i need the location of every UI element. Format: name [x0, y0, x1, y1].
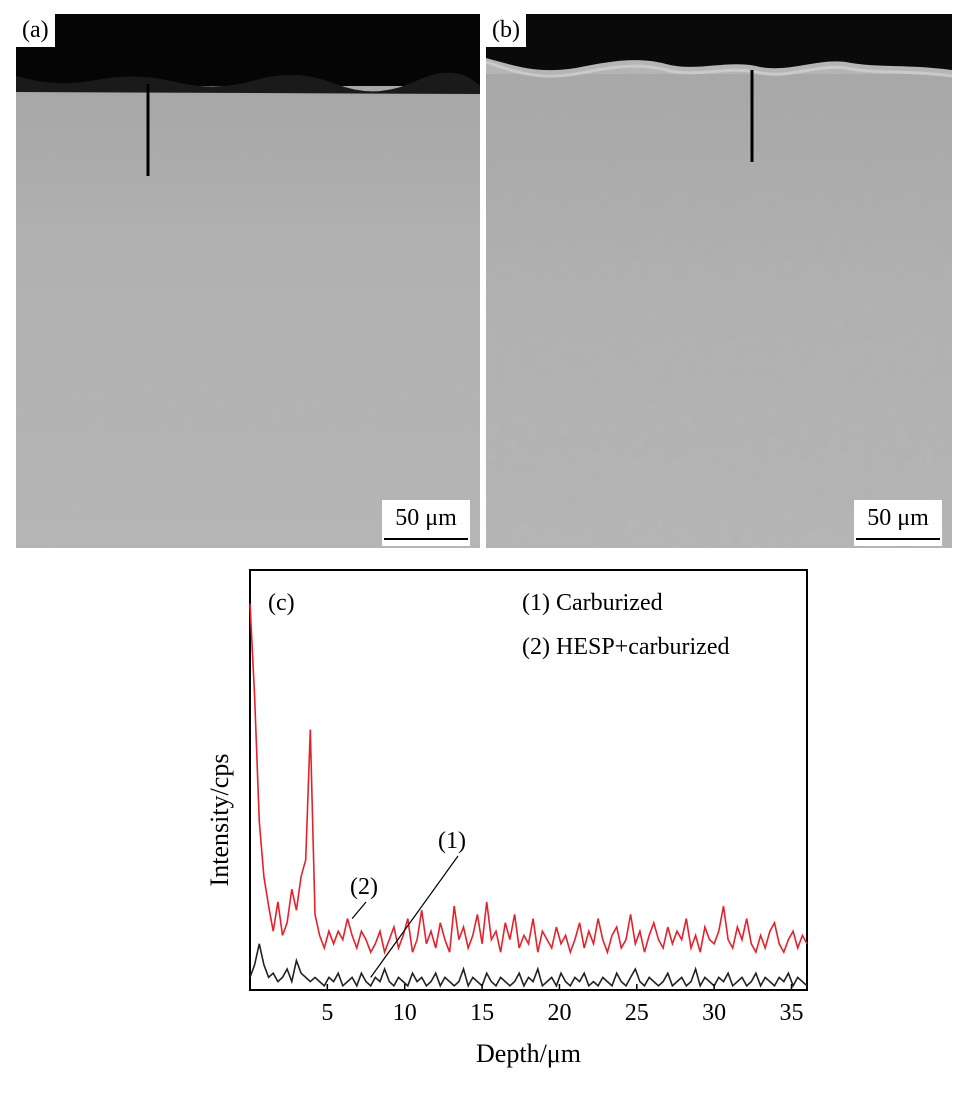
- scale-bar-b: 50 μm: [854, 500, 942, 546]
- series-layer: [249, 603, 808, 988]
- depth-profile-chart: 5 10 15 20 25 30 35 (c) (1) Carburized (2) HES…: [0, 558, 966, 1110]
- micrograph-panel-b: (b) 50 μm: [486, 14, 952, 548]
- annotation-leader-2: [351, 901, 367, 919]
- annotation-leader-1: [370, 855, 459, 978]
- x-tick-label: 15: [470, 1000, 494, 1026]
- micrograph-image-a: [16, 14, 480, 548]
- legend: (1) Carburized (2) HESP+carburized: [522, 590, 729, 660]
- series-line-carburized: [249, 943, 808, 988]
- y-axis-label: Intensity/cps: [205, 754, 234, 887]
- x-tick-label: 5: [321, 1000, 333, 1026]
- x-tick-label: 35: [780, 1000, 804, 1026]
- x-tick-label: 25: [625, 1000, 649, 1026]
- scale-bar-a: 50 μm: [382, 500, 470, 546]
- x-tick-label: 10: [393, 1000, 417, 1026]
- scale-bar-label-a: 50 μm: [395, 505, 457, 531]
- x-axis-ticks: 5 10 15 20 25 30 35: [321, 984, 804, 1026]
- x-tick-label: 20: [547, 1000, 571, 1026]
- legend-entry-hesp-carburized: (2) HESP+carburized: [522, 634, 729, 660]
- panel-label-b: (b): [486, 14, 526, 47]
- panel-label-a: (a): [16, 14, 55, 47]
- plot-area-frame: [249, 569, 808, 991]
- x-tick-label: 30: [702, 1000, 726, 1026]
- scale-bar-line-b: [856, 538, 940, 540]
- scale-bar-line-a: [384, 538, 468, 540]
- scale-bar-label-b: 50 μm: [867, 505, 929, 531]
- panel-label-c: (c): [268, 590, 295, 616]
- micrograph-image-b: [486, 14, 952, 548]
- annotation-label-1: (1): [438, 828, 466, 854]
- series-line-hesp-carburized: [249, 603, 808, 956]
- chart-svg: 5 10 15 20 25 30 35 (c) (1) Carburized (2) HES…: [205, 569, 808, 1068]
- x-axis-label: Depth/μm: [476, 1039, 581, 1068]
- annotations: (1) (2): [350, 828, 466, 978]
- annotation-label-2: (2): [350, 874, 378, 900]
- micrograph-panel-a: (a) 50 μm: [16, 14, 480, 548]
- legend-entry-carburized: (1) Carburized: [522, 590, 663, 616]
